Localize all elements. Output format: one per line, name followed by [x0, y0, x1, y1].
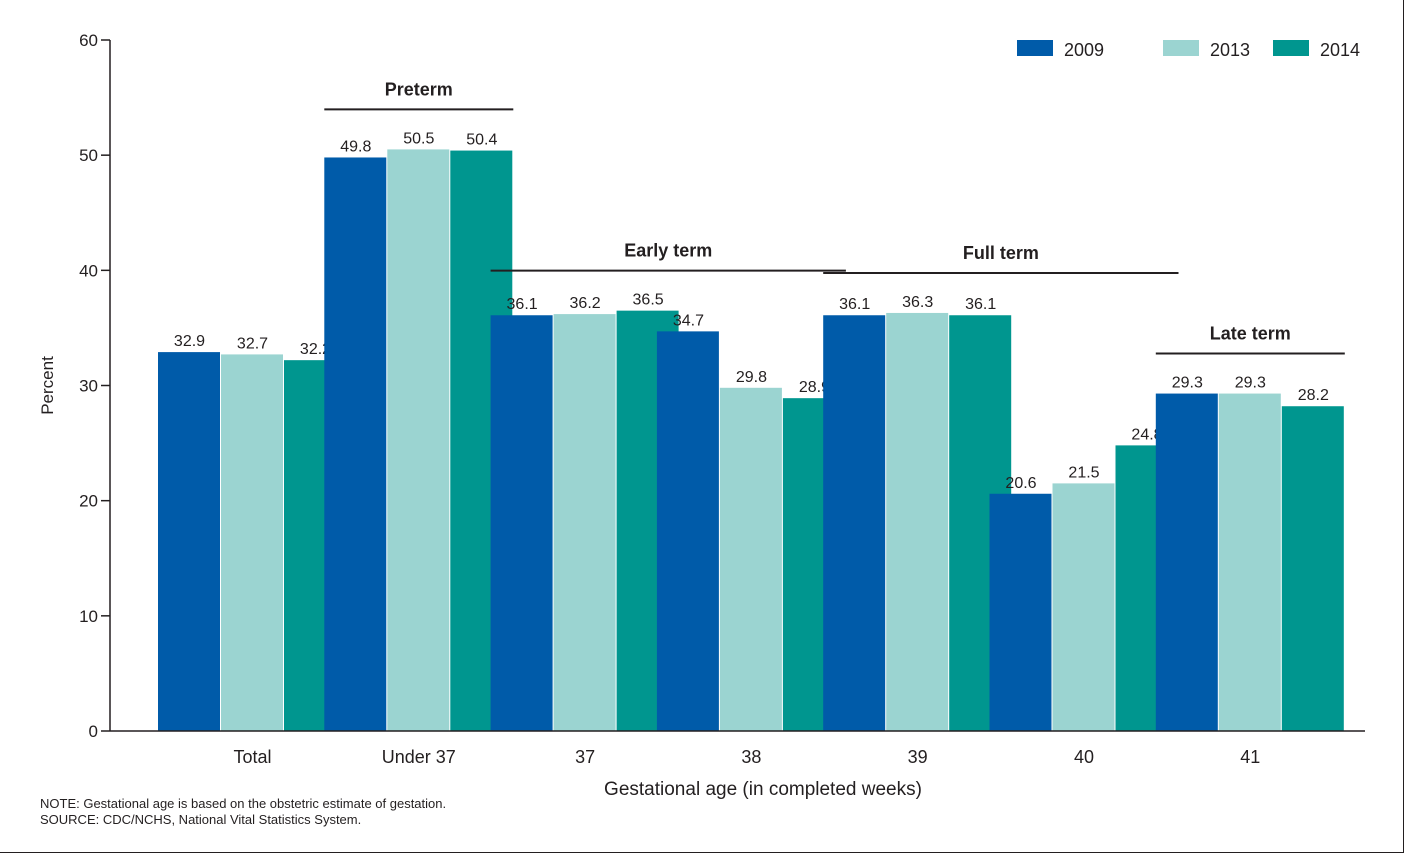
- bar-value-label: 49.8: [340, 138, 371, 155]
- bar: [1052, 483, 1115, 731]
- bar: [490, 315, 553, 731]
- bar: [158, 352, 220, 731]
- bar-value-label: 50.4: [466, 132, 497, 149]
- bar: [221, 354, 283, 731]
- x-axis-title: Gestational age (in completed weeks): [604, 779, 922, 800]
- bar-value-label: 28.2: [1298, 387, 1329, 404]
- bar: [1218, 393, 1281, 731]
- x-tick-label: 38: [741, 747, 761, 767]
- group-bracket-label: Late term: [1210, 324, 1291, 344]
- bar-value-label: 36.1: [965, 296, 996, 313]
- y-tick-label: 50: [79, 146, 98, 165]
- x-tick-label: 41: [1240, 747, 1260, 767]
- bar: [553, 314, 616, 731]
- source-text: SOURCE: CDC/NCHS, National Vital Statist…: [40, 812, 362, 827]
- y-tick-label: 10: [79, 607, 98, 626]
- bar: [1155, 393, 1218, 731]
- group-bracket-label: Early term: [624, 241, 712, 261]
- bar-value-label: 36.1: [507, 296, 538, 313]
- group-bracket-label: Full term: [963, 243, 1039, 263]
- bar-value-label: 28.9: [799, 379, 830, 396]
- y-tick-label: 0: [89, 722, 98, 741]
- x-tick-label: 39: [908, 747, 928, 767]
- bar-value-label: 36.1: [839, 296, 870, 313]
- legend-swatch: [1017, 40, 1053, 56]
- bar-value-label: 34.7: [673, 312, 704, 329]
- legend-swatch: [1273, 40, 1309, 56]
- x-tick-label: 37: [575, 747, 595, 767]
- bar-value-label: 29.8: [736, 369, 767, 386]
- note-text: NOTE: Gestational age is based on the ob…: [40, 796, 447, 811]
- bar-value-label: 32.2: [300, 341, 331, 358]
- bar-value-label: 36.2: [570, 295, 601, 312]
- y-tick-label: 60: [79, 31, 98, 50]
- bar-value-label: 20.6: [1005, 475, 1036, 492]
- bar: [656, 331, 719, 731]
- bar-value-label: 50.5: [403, 130, 434, 147]
- bar-value-label: 21.5: [1068, 464, 1099, 481]
- bar-value-label: 29.3: [1172, 375, 1203, 392]
- y-tick-label: 40: [79, 261, 98, 280]
- bar: [387, 149, 450, 732]
- legend-label: 2014: [1320, 40, 1360, 60]
- bar: [1281, 406, 1344, 731]
- x-tick-label: Total: [233, 747, 271, 767]
- bar: [823, 315, 886, 731]
- bar-value-label: 32.7: [237, 335, 268, 352]
- bar-value-label: 32.9: [174, 333, 205, 350]
- bar: [886, 312, 949, 731]
- bar: [989, 493, 1052, 731]
- bar-value-label: 29.3: [1235, 375, 1266, 392]
- y-tick-label: 30: [79, 377, 98, 396]
- group-bracket-label: Preterm: [385, 79, 453, 99]
- y-tick-label: 20: [79, 492, 98, 511]
- y-axis-title: Percent: [38, 356, 57, 415]
- legend-label: 2013: [1210, 40, 1250, 60]
- bar-value-label: 36.3: [902, 294, 933, 311]
- bar-value-label: 36.5: [633, 292, 664, 309]
- x-tick-label: Under 37: [382, 747, 456, 767]
- bar-value-label: 24.8: [1131, 426, 1162, 443]
- legend-label: 2009: [1064, 40, 1104, 60]
- bar: [719, 387, 782, 731]
- bar: [324, 157, 387, 732]
- legend-swatch: [1163, 40, 1199, 56]
- x-tick-label: 40: [1074, 747, 1094, 767]
